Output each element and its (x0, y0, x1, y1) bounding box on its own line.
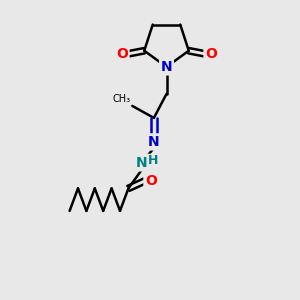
Text: N: N (136, 156, 148, 170)
Text: O: O (205, 47, 217, 61)
Text: H: H (148, 154, 158, 167)
Text: O: O (116, 47, 128, 61)
Text: CH₃: CH₃ (113, 94, 131, 104)
Text: O: O (145, 174, 157, 188)
Text: N: N (148, 135, 160, 149)
Text: N: N (161, 60, 172, 74)
